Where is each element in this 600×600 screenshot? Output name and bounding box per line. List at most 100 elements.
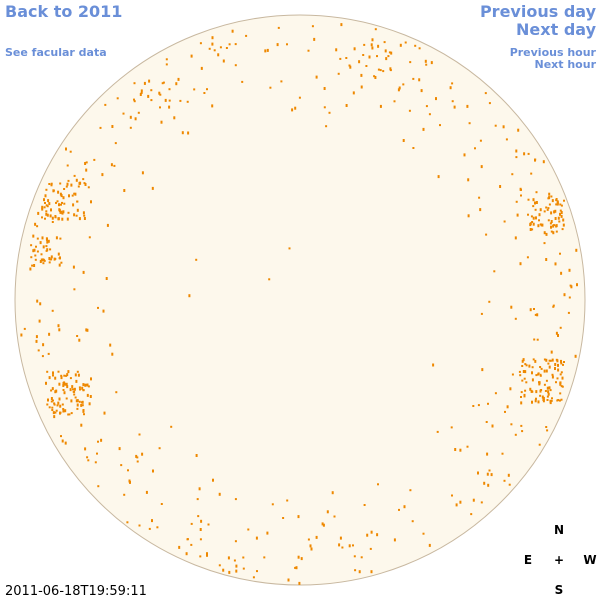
facula (141, 171, 144, 175)
facula (547, 207, 550, 210)
facula (46, 213, 49, 217)
facula (212, 478, 214, 482)
facula (345, 57, 348, 59)
facula (542, 160, 545, 164)
facula (563, 199, 565, 202)
facula (54, 257, 57, 260)
facular-data-link[interactable]: See facular data (5, 46, 107, 59)
facula (73, 174, 76, 177)
facula (58, 263, 61, 267)
facula (388, 51, 391, 54)
facula (69, 388, 72, 392)
facula (82, 389, 85, 392)
facula (520, 194, 522, 197)
facula (156, 526, 159, 529)
facula (298, 581, 301, 585)
facula (268, 278, 271, 281)
facula (526, 256, 529, 259)
facula (363, 43, 366, 46)
facula (550, 220, 553, 223)
facula (428, 113, 431, 116)
facula (55, 236, 58, 240)
facula (55, 409, 58, 412)
facula (300, 557, 303, 561)
back-link[interactable]: Back to 2011 (5, 2, 122, 21)
facula (106, 223, 109, 227)
next-hour-link[interactable]: Next hour (535, 58, 597, 71)
facula (203, 92, 206, 94)
facula (52, 371, 54, 375)
facula (543, 231, 546, 235)
facula (533, 308, 535, 310)
facula (538, 213, 541, 217)
facula (118, 447, 121, 451)
facula (234, 43, 237, 46)
facula (561, 228, 564, 231)
facula (51, 387, 54, 391)
facula (508, 483, 511, 486)
facula (459, 448, 462, 452)
facula (269, 86, 272, 89)
facula (55, 389, 58, 393)
facula (235, 569, 238, 573)
facula (52, 399, 54, 402)
facula (81, 404, 84, 407)
facula (97, 306, 99, 309)
facula (520, 188, 522, 191)
facula (139, 93, 142, 96)
facula (40, 258, 43, 262)
facula (186, 538, 189, 541)
facula (549, 359, 552, 362)
facula (50, 182, 53, 185)
facula (44, 202, 46, 204)
facula (560, 271, 563, 275)
previous-hour-link[interactable]: Previous hour (510, 46, 597, 59)
facula (517, 128, 520, 132)
facula (524, 389, 527, 392)
facula (555, 224, 558, 228)
facula (63, 202, 66, 205)
facula (158, 447, 161, 450)
facula (46, 403, 49, 406)
facula (383, 41, 386, 44)
facula (537, 372, 540, 375)
facula (362, 54, 365, 56)
facula (538, 443, 541, 446)
facula (494, 392, 497, 395)
facula (531, 378, 534, 382)
facula (556, 377, 559, 380)
facula (109, 343, 112, 347)
facula (57, 324, 60, 328)
facula (48, 332, 51, 336)
facula (225, 47, 228, 49)
facula (200, 519, 203, 523)
facula (50, 389, 53, 392)
facula (36, 299, 39, 303)
facula (439, 124, 441, 127)
facula (397, 88, 400, 92)
facula (376, 55, 378, 58)
facula (141, 452, 144, 456)
facula (81, 401, 83, 404)
facula (44, 194, 47, 198)
facula (52, 189, 55, 192)
facula (576, 283, 578, 287)
facula (42, 343, 45, 347)
facula (352, 91, 355, 95)
facula (66, 164, 69, 167)
next-day-link[interactable]: Next day (516, 20, 597, 39)
facula (85, 328, 88, 332)
facula (69, 377, 72, 380)
facula (85, 161, 88, 164)
facula (105, 277, 108, 280)
facula (548, 365, 551, 369)
facula (540, 367, 543, 370)
facula (555, 199, 558, 202)
facula (472, 498, 475, 502)
facula (553, 210, 556, 214)
previous-day-link[interactable]: Previous day (480, 2, 597, 21)
facula (36, 250, 39, 253)
facula (208, 47, 211, 50)
facula (67, 413, 70, 416)
facula (51, 216, 54, 220)
